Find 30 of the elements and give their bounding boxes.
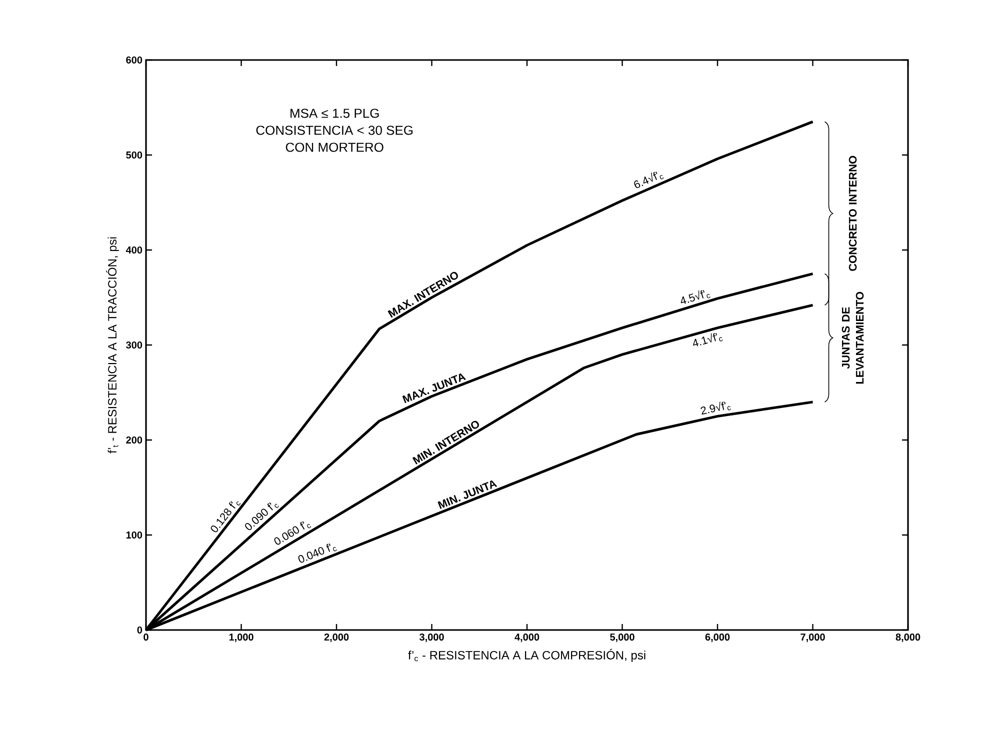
annotation: JUNTAS DE LEVANTAMIENTO <box>842 292 864 384</box>
annotation: CON MORTERO <box>286 142 384 152</box>
x-tick-label: 7,000 <box>800 634 825 642</box>
annotation: MSA ≤ 1.5 PLG <box>290 108 379 118</box>
x-axis-title: f’$_{c}$ - RESISTENCIA A LA COMPRESIÓN, psi <box>408 648 646 662</box>
y-tick-label: 500 <box>126 151 142 159</box>
y-tick-label: 100 <box>126 531 142 539</box>
y-tick-label: 200 <box>126 436 142 444</box>
x-tick-label: 3,000 <box>419 634 444 642</box>
x-tick-label: 2,000 <box>324 634 349 642</box>
x-tick-label: 8,000 <box>896 634 920 642</box>
annotation: 0.040 f'$_{c}$ <box>298 543 337 563</box>
x-tick-label: 4,000 <box>514 634 540 642</box>
text: MIN. JUNTA <box>438 480 498 509</box>
annotation: 4.5√f'$_{c}$ <box>680 290 710 304</box>
y-axis-title: f’$_{t}$ - RESISTENCIA A LA TRACCIÓN, psi <box>106 237 119 454</box>
x-tick-label: 0 <box>144 634 148 641</box>
annotation: 2.9√f'$_{c}$ <box>700 402 731 415</box>
annotation: 4.1√f'$_{c}$ <box>693 333 723 346</box>
y-tick-label: 400 <box>126 246 142 254</box>
x-tick-label: 1,000 <box>229 634 254 642</box>
x-tick-label: 5,000 <box>610 634 634 642</box>
annotation: 6.4√f'$_{c}$ <box>634 172 664 188</box>
x-tick-label: 6,000 <box>705 634 730 642</box>
text: MAX. JUNTA <box>402 373 466 404</box>
annotation: CONCRETO INTERNO <box>848 156 857 271</box>
y-tick-label: 0 <box>137 626 142 634</box>
y-tick-label: 300 <box>126 341 142 349</box>
annotation: CONSISTENCIA < 30 SEG <box>256 126 413 135</box>
y-tick-label: 600 <box>126 56 142 64</box>
